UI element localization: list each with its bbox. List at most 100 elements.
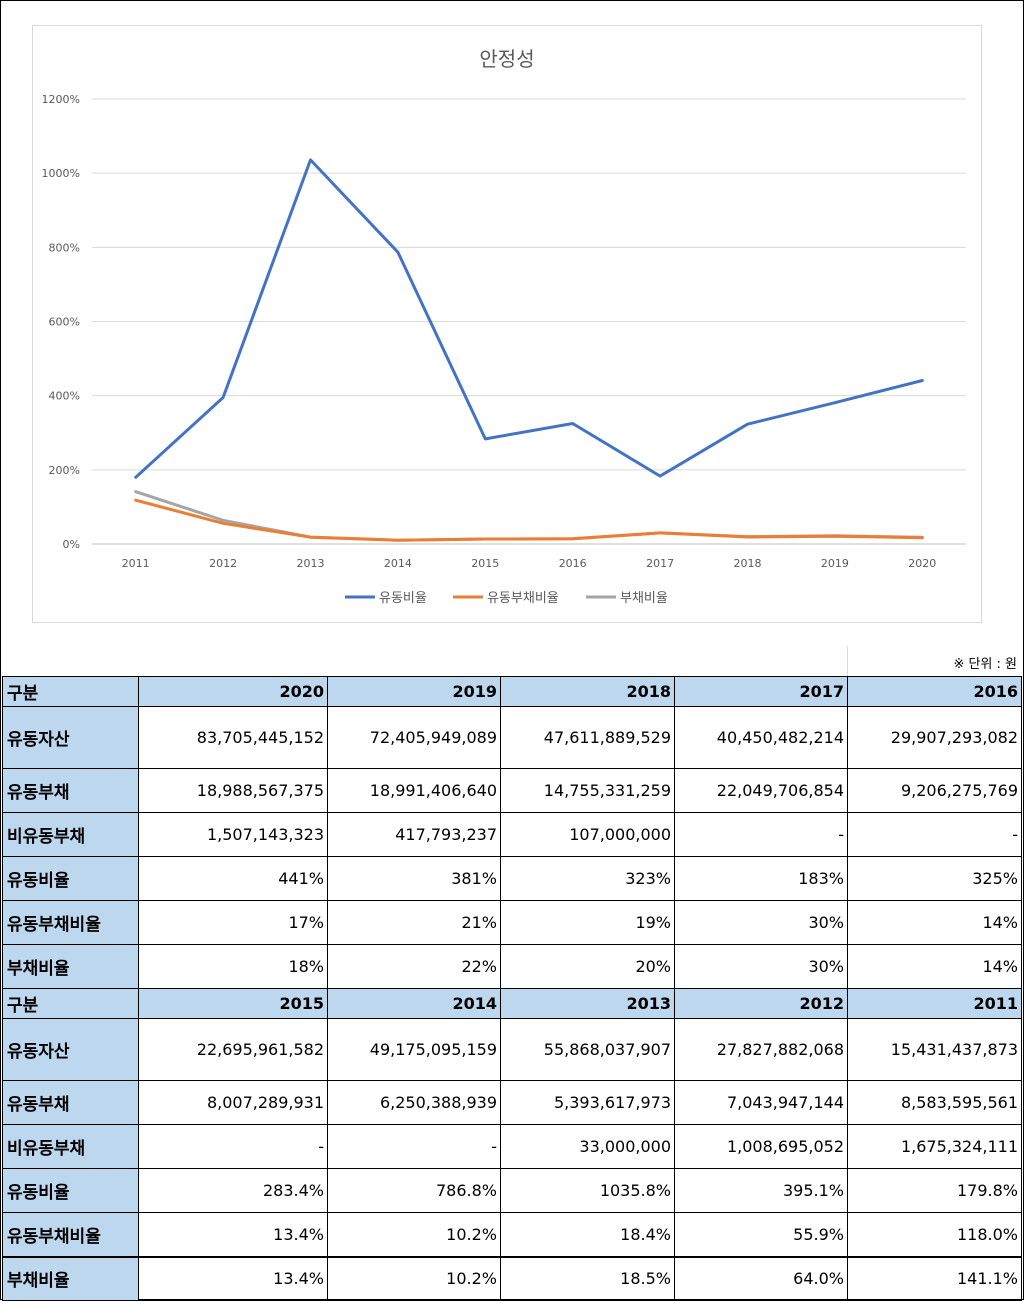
value-cell: 55,868,037,907: [500, 1018, 675, 1081]
row-label-cell: 유동비율: [2, 1168, 139, 1213]
value-cell: 18.4%: [500, 1212, 675, 1257]
table-row: 부채비율 18% 22% 20% 30% 14%: [2, 944, 1022, 989]
y-tick-label: 1000%: [42, 167, 80, 180]
grid-lines: [92, 98, 966, 545]
table-row: 유동부채비율 17% 21% 19% 30% 14%: [2, 900, 1022, 945]
value-cell: 64.0%: [674, 1255, 848, 1301]
series-line-2: [134, 498, 924, 542]
value-cell: 325%: [847, 856, 1022, 901]
value-cell: 381%: [327, 856, 501, 901]
y-tick-label: 600%: [49, 316, 80, 329]
table-body: 구분 2020 2019 2018 2017 2016 유동자산 83,705,445,152…: [2, 676, 1022, 1301]
stability-line-chart: 안정성 0%200%400%600%800%1000%1200% 2011 201…: [42, 47, 966, 606]
y-tick-label: 0%: [63, 538, 80, 551]
value-cell: 1,008,695,052: [674, 1124, 848, 1169]
x-tick-label: 2016: [559, 557, 587, 570]
header-label-cell: 구분: [2, 988, 139, 1019]
year-header-cell: 2015: [138, 988, 328, 1019]
year-header-cell: 2012: [674, 988, 848, 1019]
value-cell: 283.4%: [138, 1168, 328, 1213]
table-header-row: 구분 2015 2014 2013 2012 2011: [2, 988, 1022, 1019]
value-cell: -: [847, 812, 1022, 857]
year-header-cell: 2013: [500, 988, 675, 1019]
x-tick-label: 2020: [908, 557, 936, 570]
x-axis-ticks: 2011 2012 2013 2014 2015 2016 2017 2018 2019 2020: [122, 557, 937, 570]
year-header-cell: 2020: [138, 676, 328, 707]
legend-label: 유동부채비율: [487, 591, 559, 606]
legend-label: 부채비율: [620, 591, 668, 606]
table-row: 유동부채 8,007,289,931 6,250,388,939 5,393,617,…: [2, 1080, 1022, 1125]
row-label-cell: 유동부채비율: [2, 900, 139, 945]
value-cell: 13.4%: [138, 1255, 328, 1301]
value-cell: 7,043,947,144: [674, 1080, 848, 1125]
value-cell: 323%: [500, 856, 675, 901]
value-cell: 118.0%: [847, 1212, 1022, 1257]
y-tick-label: 800%: [49, 241, 80, 254]
row-label-cell: 유동자산: [2, 1018, 139, 1081]
series-lines: [134, 158, 924, 542]
year-header-cell: 2014: [327, 988, 501, 1019]
table-row: 비유동부채 1,507,143,323 417,793,237 107,000,000…: [2, 812, 1022, 857]
series-line-1: [134, 158, 924, 479]
series-line-3: [134, 490, 924, 542]
value-cell: 18,988,567,375: [138, 768, 328, 813]
y-tick-label: 1200%: [42, 93, 80, 106]
value-cell: 30%: [674, 900, 848, 945]
x-tick-label: 2017: [646, 557, 674, 570]
table-row: 유동자산 83,705,445,152 72,405,949,089 47,611,8…: [2, 706, 1022, 769]
x-tick-label: 2012: [209, 557, 237, 570]
legend-label: 유동비율: [379, 591, 427, 606]
value-cell: 19%: [500, 900, 675, 945]
row-label-cell: 비유동부채: [2, 1124, 139, 1169]
value-cell: 1,675,324,111: [847, 1124, 1022, 1169]
table-row: 유동비율 283.4% 786.8% 1035.8% 395.1% 179.8%: [2, 1168, 1022, 1213]
value-cell: 47,611,889,529: [500, 706, 675, 769]
value-cell: 13.4%: [138, 1212, 328, 1257]
y-tick-label: 200%: [49, 464, 80, 477]
value-cell: 22%: [327, 944, 501, 989]
row-label-cell: 유동부채: [2, 1080, 139, 1125]
value-cell: 14%: [847, 900, 1022, 945]
table-header-row: 구분 2020 2019 2018 2017 2016: [2, 676, 1022, 707]
row-label-cell: 비유동부채: [2, 812, 139, 857]
x-tick-label: 2018: [734, 557, 762, 570]
row-label-cell: 부채비율: [2, 1255, 139, 1301]
value-cell: 18%: [138, 944, 328, 989]
value-cell: 8,007,289,931: [138, 1080, 328, 1125]
value-cell: -: [674, 812, 848, 857]
value-cell: 15,431,437,873: [847, 1018, 1022, 1081]
year-header-cell: 2011: [847, 988, 1022, 1019]
x-tick-label: 2011: [122, 557, 150, 570]
row-label-cell: 부채비율: [2, 944, 139, 989]
value-cell: 20%: [500, 944, 675, 989]
year-header-cell: 2016: [847, 676, 1022, 707]
value-cell: 49,175,095,159: [327, 1018, 501, 1081]
y-axis-ticks: 0% 200% 400% 600% 800% 1000% 1200%: [42, 93, 80, 551]
value-cell: 183%: [674, 856, 848, 901]
chart-area: 안정성 0% 200% 400% 600% 800% 1000% 1200% 2011 201…: [0, 0, 1022, 646]
year-header-cell: 2017: [674, 676, 848, 707]
value-cell: 21%: [327, 900, 501, 945]
value-cell: -: [327, 1124, 501, 1169]
x-tick-label: 2013: [297, 557, 325, 570]
value-cell: 72,405,949,089: [327, 706, 501, 769]
value-cell: 10.2%: [327, 1212, 501, 1257]
financial-data-table: 구분 2020 2019 2018 2017 2016 유동자산 83,705,445,152…: [2, 676, 1022, 1301]
value-cell: 18,991,406,640: [327, 768, 501, 813]
y-tick-label: 400%: [49, 390, 80, 403]
x-tick-label: 2014: [384, 557, 412, 570]
value-cell: 1035.8%: [500, 1168, 675, 1213]
value-cell: 22,695,961,582: [138, 1018, 328, 1081]
table-row: 유동비율 441% 381% 323% 183% 325%: [2, 856, 1022, 901]
value-cell: 17%: [138, 900, 328, 945]
table-row: 유동자산 22,695,961,582 49,175,095,159 55,868,0…: [2, 1018, 1022, 1081]
chart-legend: 유동비율 유동부채비율 부채비율: [345, 591, 668, 606]
value-cell: 5,393,617,973: [500, 1080, 675, 1125]
value-cell: 14%: [847, 944, 1022, 989]
header-label-cell: 구분: [2, 676, 139, 707]
value-cell: 10.2%: [327, 1255, 501, 1301]
year-header-cell: 2018: [500, 676, 675, 707]
value-cell: 27,827,882,068: [674, 1018, 848, 1081]
value-cell: 55.9%: [674, 1212, 848, 1257]
value-cell: 1,507,143,323: [138, 812, 328, 857]
